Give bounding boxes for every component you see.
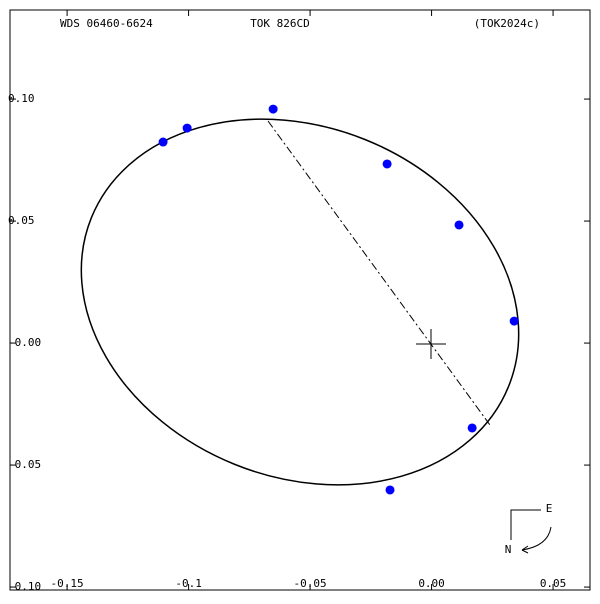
x-tick-label: 0.05 <box>540 577 567 590</box>
chart-subtitle: TOK 826CD <box>250 17 310 30</box>
y-tick-label: 0.10 <box>8 92 35 105</box>
y-tick-label: -0.00 <box>8 336 41 349</box>
x-tick-label: -0.05 <box>294 577 327 590</box>
observation <box>509 316 519 326</box>
y-tick-label: -0.05 <box>8 458 41 471</box>
x-tick-label: 0.00 <box>418 577 445 590</box>
observation <box>382 159 392 169</box>
observation <box>454 220 464 230</box>
observation <box>182 123 192 133</box>
orbit <box>80 118 520 486</box>
x-tick-label: -0.1 <box>175 577 202 590</box>
observation <box>385 485 395 495</box>
y-tick-label: -0.10 <box>8 580 41 593</box>
chart-title: WDS 06460-6624 <box>60 17 153 30</box>
compass-arrow <box>521 545 529 554</box>
annotation: (TOK2024c) <box>474 17 540 30</box>
compass-label: E <box>546 502 553 515</box>
observation <box>268 104 278 114</box>
compass-arrow <box>521 526 552 551</box>
plot-frame <box>9 9 591 591</box>
x-tick-label: -0.15 <box>51 577 84 590</box>
y-tick-label: 0.05 <box>8 214 35 227</box>
line-of-nodes <box>267 120 491 426</box>
compass <box>510 509 541 540</box>
observation <box>158 137 168 147</box>
observation <box>467 423 477 433</box>
compass-label: N <box>505 543 512 556</box>
